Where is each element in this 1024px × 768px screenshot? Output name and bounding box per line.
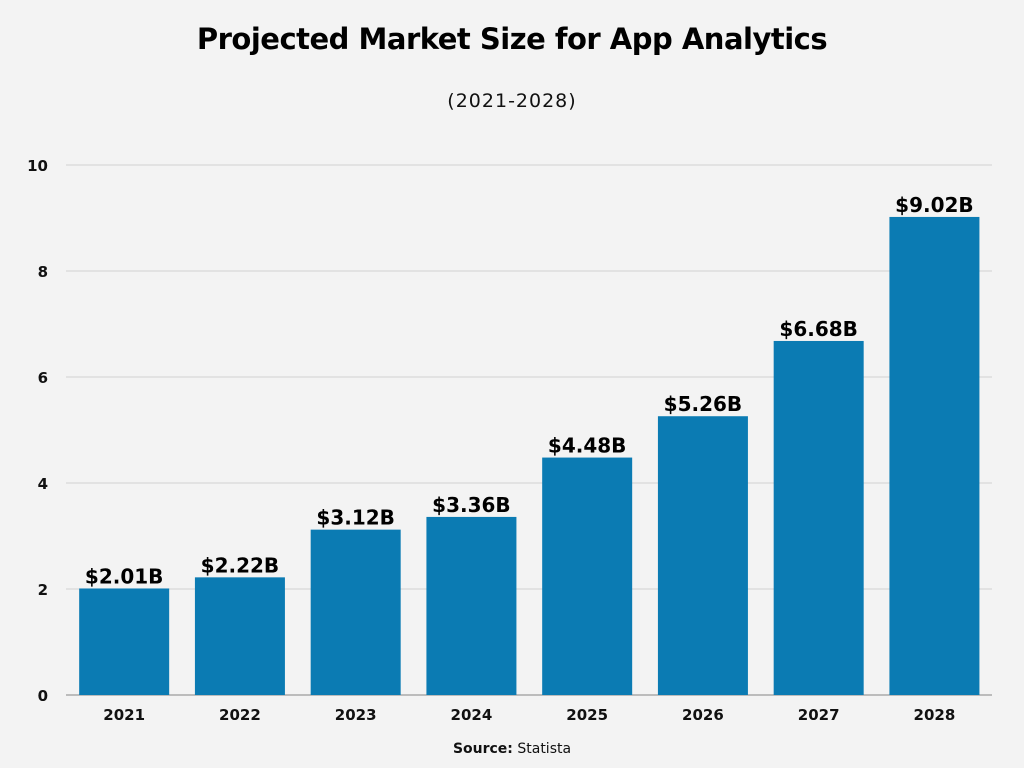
x-tick-label: 2024 <box>451 706 493 724</box>
x-tick-label: 2027 <box>798 706 840 724</box>
data-label: $2.22B <box>201 553 280 577</box>
bar-2021 <box>79 588 170 695</box>
y-tick-label: 2 <box>38 581 48 599</box>
bar-2025 <box>542 457 633 695</box>
y-tick-label: 6 <box>38 369 48 387</box>
data-label: $2.01B <box>85 564 164 588</box>
x-tick-label: 2023 <box>335 706 377 724</box>
bar-2028 <box>889 216 980 695</box>
data-label: $6.68B <box>779 317 858 341</box>
source-value: Statista <box>517 741 572 757</box>
y-tick-label: 0 <box>38 687 48 705</box>
x-tick-label: 2021 <box>103 706 145 724</box>
bar-2024 <box>426 516 517 695</box>
data-label: $9.02B <box>895 193 974 217</box>
bar-2022 <box>194 577 285 695</box>
bar-2026 <box>657 416 748 695</box>
y-tick-label: 8 <box>38 263 48 281</box>
y-tick-label: 4 <box>38 475 48 493</box>
x-tick-label: 2025 <box>566 706 608 724</box>
x-tick-label: 2026 <box>682 706 724 724</box>
data-label: $3.36B <box>432 493 511 517</box>
y-tick-label: 10 <box>27 157 48 175</box>
data-label: $5.26B <box>664 392 743 416</box>
bar-2023 <box>310 529 401 695</box>
source-note: Source: Statista <box>0 741 1024 757</box>
data-label: $4.48B <box>548 434 627 458</box>
bar-2027 <box>773 340 864 695</box>
x-tick-label: 2028 <box>914 706 956 724</box>
data-label: $3.12B <box>316 506 395 530</box>
chart-subtitle: (2021-2028) <box>447 90 577 112</box>
x-tick-label: 2022 <box>219 706 261 724</box>
chart-title: Projected Market Size for App Analytics <box>196 22 828 56</box>
source-label: Source: <box>452 741 513 757</box>
